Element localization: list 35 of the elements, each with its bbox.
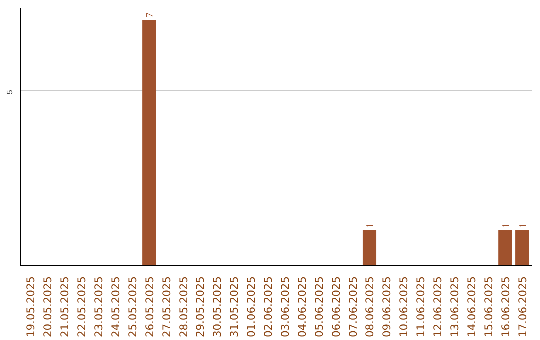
y-tick-label: 5 xyxy=(6,90,14,95)
data-label: 7 xyxy=(145,12,156,18)
data-label: 1 xyxy=(501,223,512,228)
x-tick-label: 23.05.2025 xyxy=(92,276,106,338)
x-tick-label: 04.06.2025 xyxy=(296,276,309,338)
data-label: 1 xyxy=(518,223,530,228)
x-tick-label: 20.05.2025 xyxy=(42,276,55,338)
x-tick-label: 21.05.2025 xyxy=(58,276,72,338)
x-tick-label: 22.05.2025 xyxy=(76,276,89,338)
x-tick-label: 02.06.2025 xyxy=(262,276,276,338)
x-tick-label: 19.05.2025 xyxy=(24,276,38,338)
x-tick-label: 06.06.2025 xyxy=(330,276,343,338)
x-tick-label: 26.05.2025 xyxy=(143,276,156,338)
x-tick-label: 10.06.2025 xyxy=(398,276,411,338)
x-tick-label: 25.05.2025 xyxy=(126,276,140,338)
x-tick-label: 08.06.2025 xyxy=(364,276,377,338)
x-tick-label: 27.05.2025 xyxy=(160,276,174,338)
x-tick-label: 07.06.2025 xyxy=(346,276,360,338)
x-tick-label: 13.06.2025 xyxy=(448,276,462,338)
x-tick-label: 03.06.2025 xyxy=(278,276,292,338)
data-label: 1 xyxy=(366,223,377,228)
x-tick-label: 30.05.2025 xyxy=(211,276,224,338)
x-tick-label: 01.06.2025 xyxy=(245,276,258,338)
x-tick-label: 05.06.2025 xyxy=(312,276,326,338)
x-tick-label: 11.06.2025 xyxy=(414,276,428,338)
x-tick-label: 14.06.2025 xyxy=(465,276,478,338)
x-tick-label: 09.06.2025 xyxy=(380,276,394,338)
x-tick-label: 17.06.2025 xyxy=(516,276,530,338)
x-tick-label: 12.06.2025 xyxy=(432,276,445,338)
x-tick-label: 16.06.2025 xyxy=(499,276,512,338)
x-tick-label: 29.05.2025 xyxy=(194,276,208,338)
x-tick-label: 31.05.2025 xyxy=(228,276,242,338)
x-tick-label: 24.05.2025 xyxy=(109,276,122,338)
x-tick-label: 15.06.2025 xyxy=(482,276,496,338)
x-tick-label: 28.05.2025 xyxy=(177,276,190,338)
